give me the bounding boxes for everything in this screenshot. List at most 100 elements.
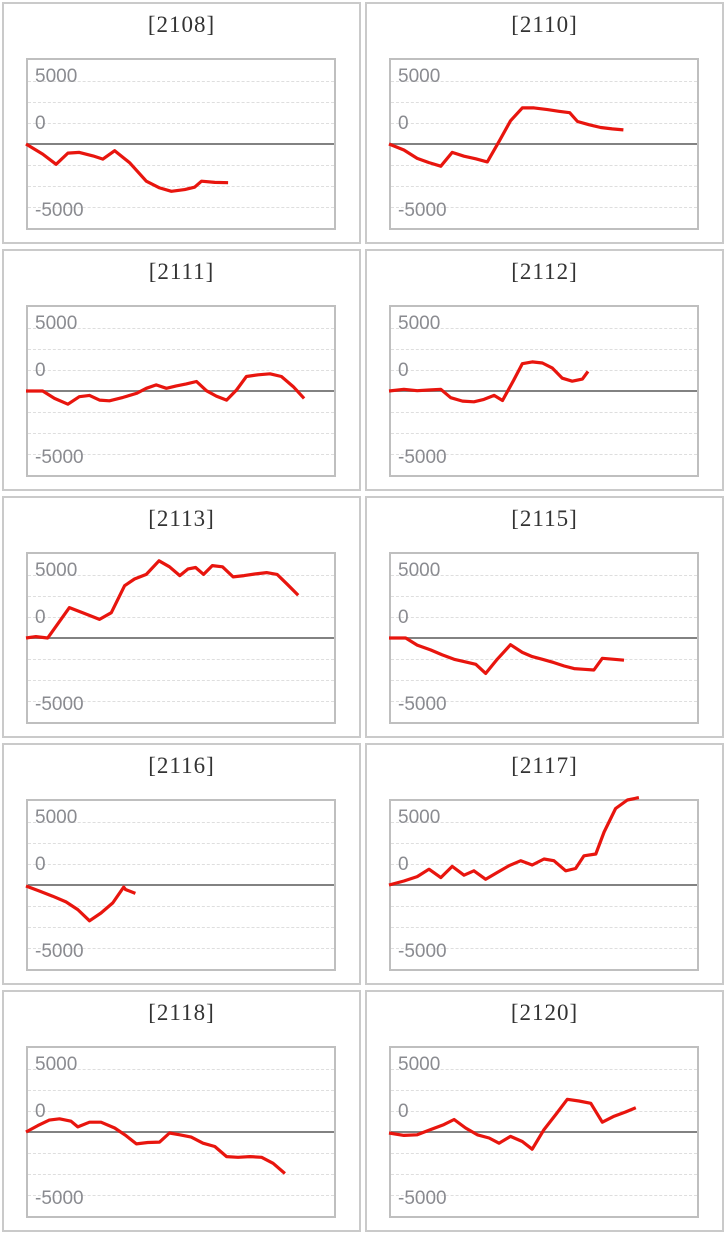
plot-area: 5000 0 -5000 bbox=[25, 1046, 336, 1218]
y-axis-label-neg5000: -5000 bbox=[35, 200, 84, 221]
grid-line bbox=[28, 1195, 334, 1196]
grid-line bbox=[391, 575, 697, 576]
grid-line bbox=[391, 1153, 697, 1154]
plot-area: 5000 0 -5000 bbox=[389, 552, 699, 724]
y-axis-label-0: 0 bbox=[398, 113, 409, 134]
chart-card-2112: [2112] 5000 0 -5000 bbox=[365, 249, 724, 491]
chart-card-2111: [2111] 5000 0 -5000 bbox=[2, 249, 361, 491]
grid-line bbox=[28, 207, 334, 208]
plot-area: 5000 0 -5000 bbox=[388, 1046, 699, 1218]
chart-card-2118: [2118] 5000 0 -5000 bbox=[2, 990, 361, 1232]
line-series bbox=[25, 142, 229, 193]
grid-line bbox=[391, 123, 697, 124]
grid-line bbox=[28, 659, 334, 660]
y-axis-label-neg5000: -5000 bbox=[35, 1188, 84, 1209]
plot-area: 5000 0 -5000 bbox=[26, 305, 336, 477]
grid-line bbox=[28, 349, 334, 350]
grid-line bbox=[391, 701, 697, 702]
grid-line bbox=[28, 1111, 334, 1112]
y-axis-label-neg5000: -5000 bbox=[398, 200, 447, 221]
grid-line bbox=[28, 822, 334, 823]
grid-line bbox=[391, 843, 697, 844]
y-axis-label-neg5000: -5000 bbox=[35, 447, 84, 468]
grid-line bbox=[28, 1153, 334, 1154]
grid-line bbox=[28, 102, 334, 103]
y-axis-label-neg5000: -5000 bbox=[398, 1188, 447, 1209]
y-axis-label-5000: 5000 bbox=[35, 807, 78, 828]
chart-card-2108: [2108] 5000 0 -5000 bbox=[2, 2, 361, 244]
line-series bbox=[388, 360, 590, 404]
grid-line bbox=[391, 596, 697, 597]
grid-line bbox=[391, 81, 697, 82]
chart-title: [2117] bbox=[511, 753, 578, 778]
grid-line bbox=[391, 1111, 697, 1112]
grid-line bbox=[391, 186, 697, 187]
plot-area: 5000 0 -5000 bbox=[388, 796, 699, 971]
chart-title: [2113] bbox=[148, 506, 215, 531]
zero-line bbox=[391, 884, 697, 886]
zero-line bbox=[391, 143, 697, 145]
y-axis-label-0: 0 bbox=[398, 1101, 409, 1122]
y-axis-label-0: 0 bbox=[398, 360, 409, 381]
line-series bbox=[388, 106, 624, 168]
grid-line bbox=[391, 864, 697, 865]
grid-line bbox=[391, 1174, 697, 1175]
grid-line bbox=[28, 1174, 334, 1175]
grid-line bbox=[28, 617, 334, 618]
plot-area: 5000 0 -5000 bbox=[25, 799, 336, 971]
y-axis-label-5000: 5000 bbox=[35, 1054, 78, 1075]
grid-line bbox=[391, 822, 697, 823]
grid-line bbox=[391, 617, 697, 618]
grid-line bbox=[28, 123, 334, 124]
y-axis-label-neg5000: -5000 bbox=[35, 941, 84, 962]
grid-line bbox=[28, 680, 334, 681]
zero-line bbox=[391, 390, 697, 392]
zero-line bbox=[28, 143, 334, 145]
y-axis-label-0: 0 bbox=[35, 1101, 46, 1122]
grid-line bbox=[391, 906, 697, 907]
line-series bbox=[389, 636, 625, 676]
grid-line bbox=[391, 1069, 697, 1070]
grid-line bbox=[391, 454, 697, 455]
chart-card-2116: [2116] 5000 0 -5000 bbox=[2, 743, 361, 985]
line-series bbox=[388, 1097, 637, 1151]
plot-area: 5000 0 -5000 bbox=[388, 58, 699, 230]
grid-line bbox=[391, 412, 697, 413]
chart-card-2115: [2115] 5000 0 -5000 bbox=[365, 496, 724, 738]
grid-line bbox=[28, 370, 334, 371]
y-axis-label-5000: 5000 bbox=[35, 313, 78, 334]
zero-line bbox=[28, 637, 334, 639]
grid-line bbox=[28, 433, 334, 434]
grid-line bbox=[391, 349, 697, 350]
y-axis-label-0: 0 bbox=[35, 854, 46, 875]
grid-line bbox=[28, 596, 334, 597]
grid-line bbox=[28, 454, 334, 455]
y-axis-label-neg5000: -5000 bbox=[398, 941, 447, 962]
grid-line bbox=[391, 207, 697, 208]
y-axis-label-0: 0 bbox=[35, 360, 46, 381]
chart-card-2117: [2117] 5000 0 -5000 bbox=[365, 743, 724, 985]
grid-line bbox=[391, 328, 697, 329]
grid-line bbox=[28, 328, 334, 329]
grid-line bbox=[28, 1090, 334, 1091]
y-axis-label-5000: 5000 bbox=[35, 66, 78, 87]
y-axis-label-0: 0 bbox=[35, 607, 46, 628]
grid-line bbox=[28, 1069, 334, 1070]
zero-line bbox=[28, 1131, 334, 1133]
zero-line bbox=[28, 390, 334, 392]
grid-line bbox=[28, 864, 334, 865]
chart-title: [2108] bbox=[147, 12, 216, 37]
y-axis-label-5000: 5000 bbox=[398, 1054, 441, 1075]
grid-line bbox=[28, 948, 334, 949]
line-series bbox=[25, 884, 136, 923]
grid-line bbox=[28, 165, 334, 166]
chart-title: [2110] bbox=[511, 12, 578, 37]
grid-line bbox=[28, 186, 334, 187]
y-axis-label-5000: 5000 bbox=[398, 560, 441, 581]
y-axis-label-5000: 5000 bbox=[35, 560, 78, 581]
chart-title: [2116] bbox=[148, 753, 215, 778]
line-series bbox=[388, 796, 640, 887]
grid-line bbox=[391, 1195, 697, 1196]
grid-line bbox=[28, 412, 334, 413]
